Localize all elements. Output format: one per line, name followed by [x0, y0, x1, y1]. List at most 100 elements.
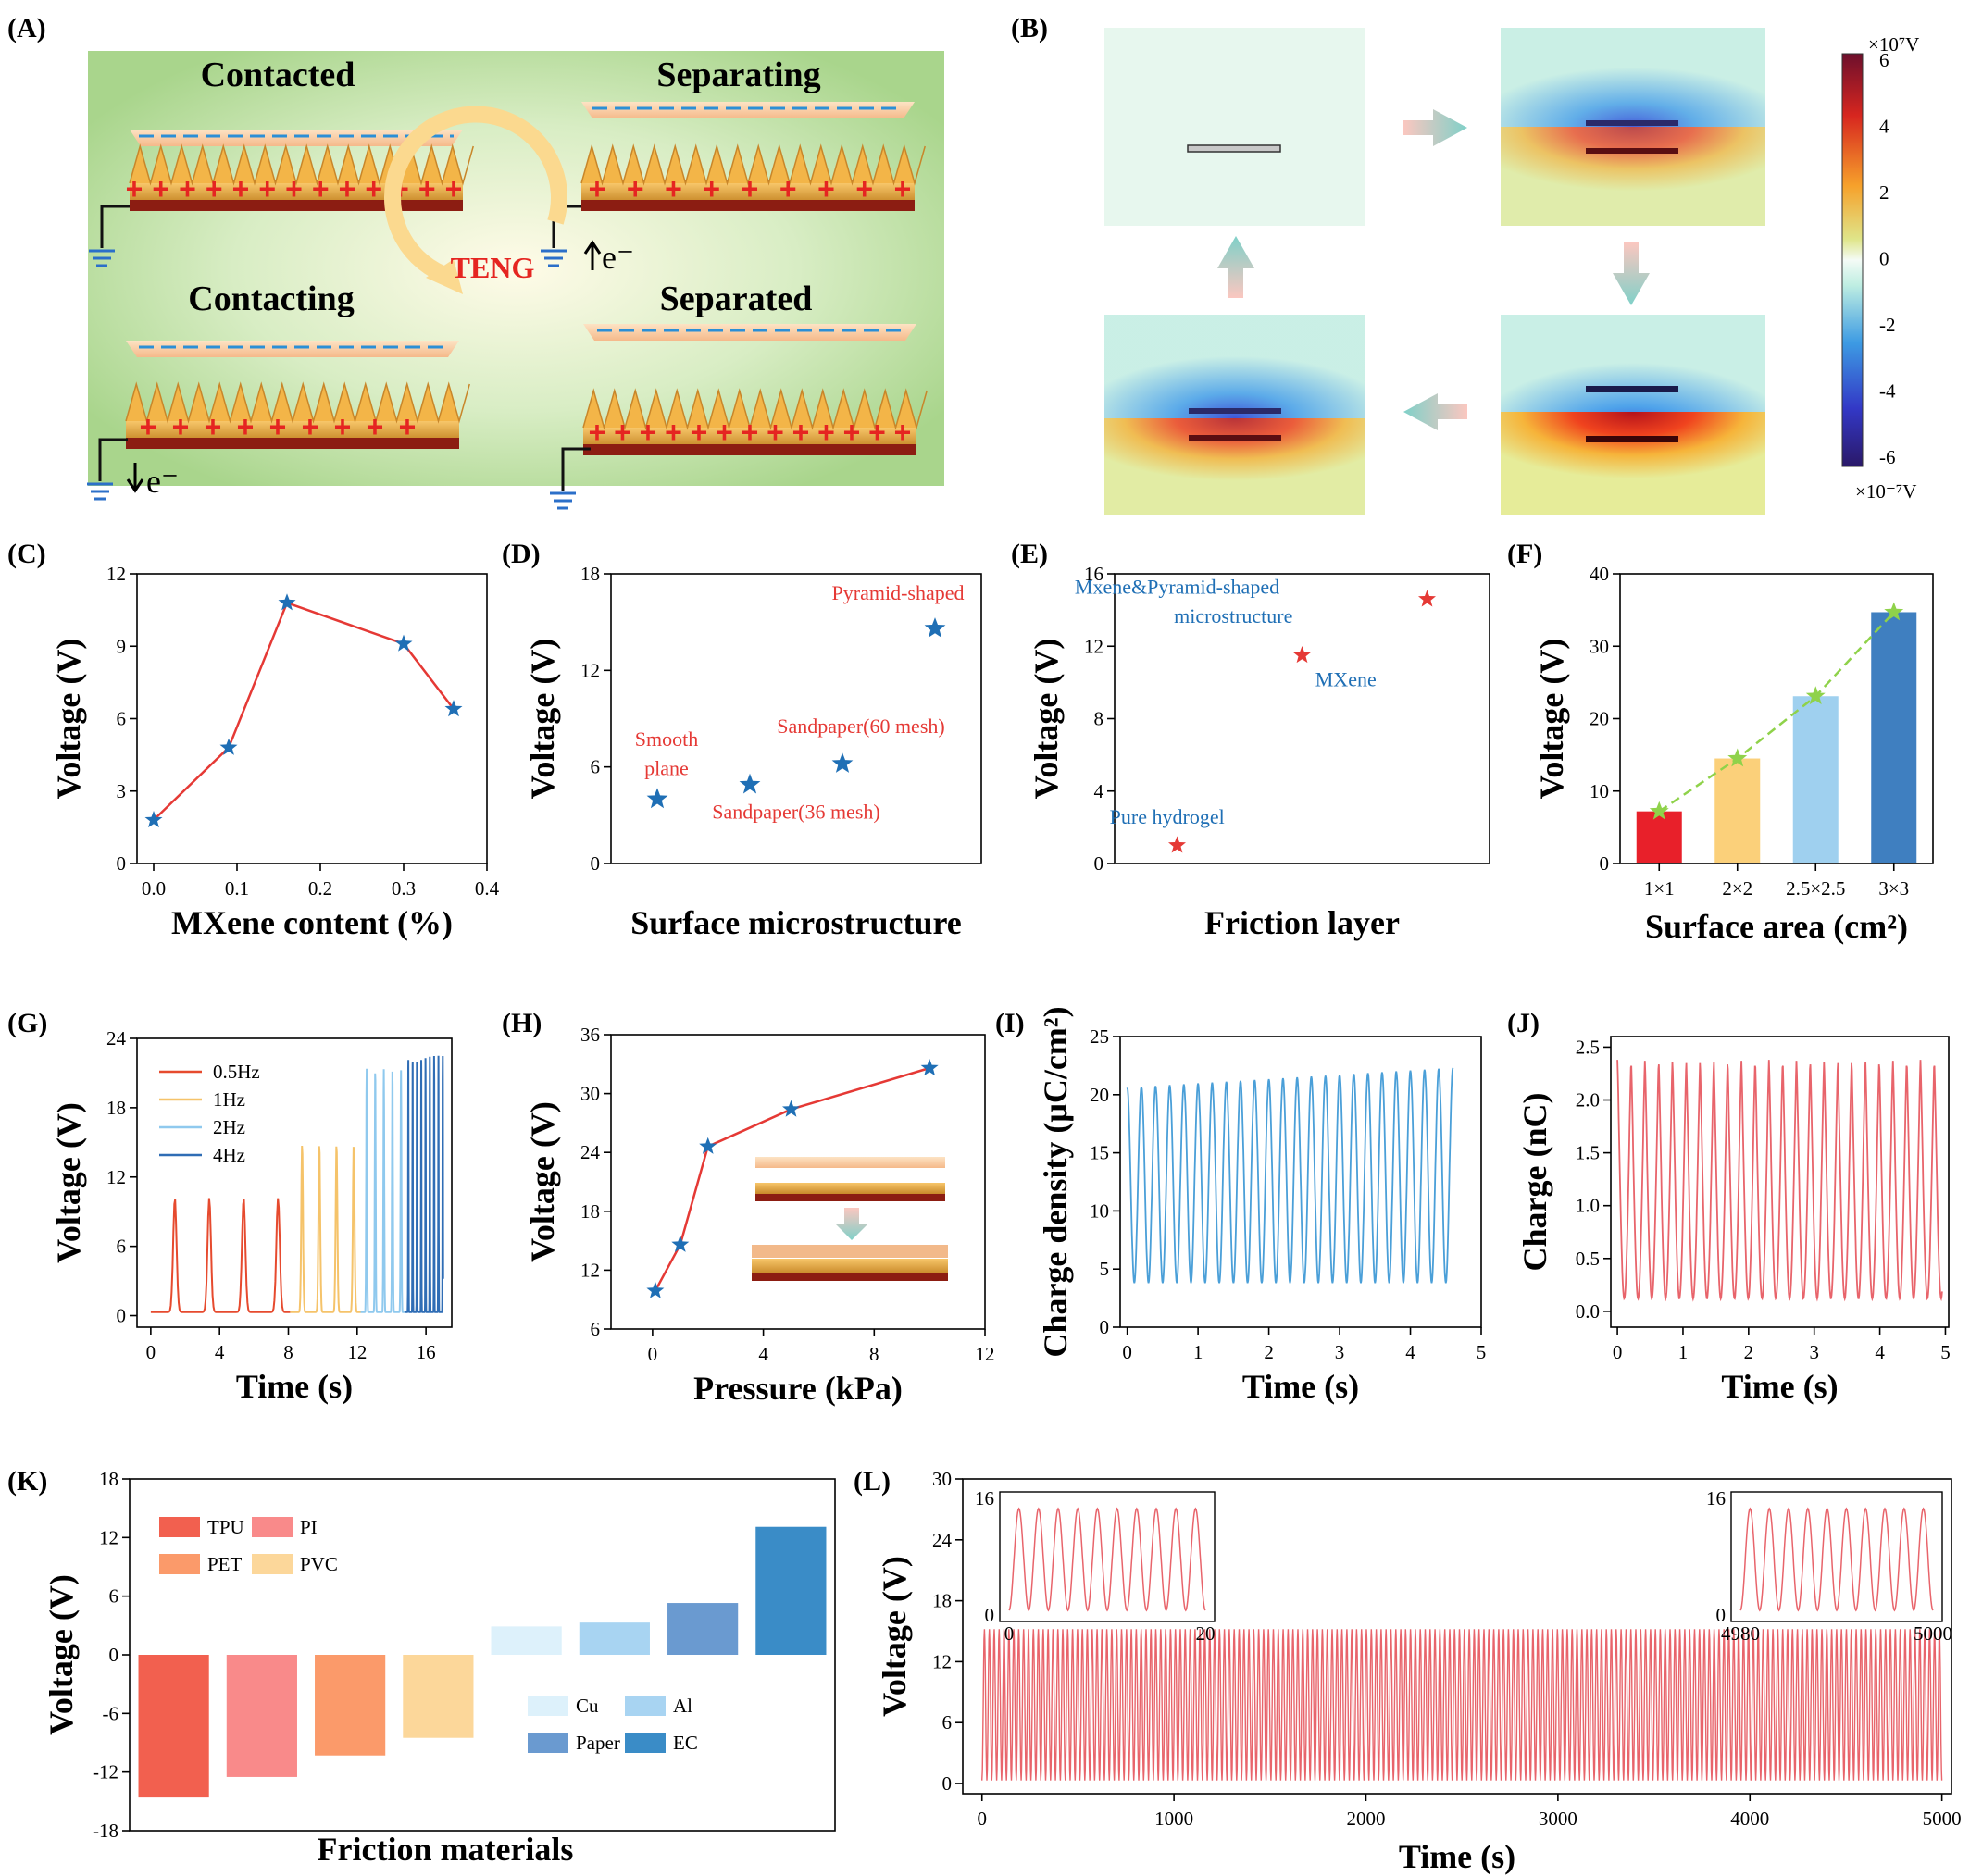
panel-k-chart: (K) -18 -12 -6 0 6 12 18 Friction materials Volta…: [7, 1466, 836, 1868]
x-tick-label: 3: [1809, 1341, 1819, 1363]
annotation: Pyramid-shaped: [832, 581, 965, 604]
bar-PI: [226, 1655, 297, 1777]
hydrogel-contacted-base: [130, 200, 463, 211]
y-tick-label: 15: [1090, 1142, 1109, 1164]
y-axis-label: Voltage (V): [50, 1102, 87, 1263]
inset-y-tick: 16: [975, 1487, 994, 1509]
bar-Al: [579, 1622, 650, 1655]
y-tick-label: 20: [1090, 1084, 1109, 1106]
legend-swatch: [252, 1554, 293, 1574]
inset-y-tick: 0: [1716, 1604, 1727, 1626]
hydrogel-contacting-base: [126, 438, 459, 449]
y-tick-label: 25: [1090, 1025, 1109, 1048]
data-point: [219, 738, 238, 755]
y-tick-label: 30: [580, 1083, 600, 1105]
x-tick-label: 0.2: [308, 877, 332, 900]
inset-top-plate: [755, 1157, 945, 1168]
inset-x-tick: 0: [1004, 1622, 1015, 1645]
panel-h-chart: (H) 6 12 18 24 30 36 0 4 8 12 Pressure (kPa) Voltage…: [502, 1008, 995, 1407]
legend-label: TPU: [207, 1516, 244, 1538]
sim-arrow-left: [1403, 393, 1467, 430]
y-tick-label: 0: [1094, 852, 1104, 875]
x-axis-label: Surface microstructure: [630, 904, 962, 941]
series-line-4Hz: [405, 1055, 444, 1313]
charge-pos-contacting-2: +: [205, 410, 222, 443]
bar-EC: [755, 1526, 827, 1655]
y-tick-label: 30: [932, 1468, 952, 1490]
x-axis-label: Time (s): [1399, 1838, 1515, 1875]
hydrogel-contacting-pyramids: [125, 381, 470, 424]
charge-pos-separating-7: +: [855, 172, 873, 205]
plate-separating: [581, 102, 915, 118]
data-point: [671, 1235, 690, 1252]
y-tick-label: 6: [591, 756, 601, 778]
charge-pos-contacted-6: +: [285, 172, 303, 205]
annotation: Smooth: [635, 727, 698, 751]
y-tick-label: 12: [1084, 635, 1103, 657]
y-tick-label: 36: [580, 1024, 600, 1046]
data-point: [444, 700, 463, 717]
y-axis-label: Voltage (V): [43, 1574, 80, 1735]
plate-contacted: [130, 130, 463, 146]
y-tick-label: 0.5: [1576, 1248, 1600, 1270]
x-tick-label: 5: [1477, 1341, 1487, 1363]
x-tick-label: 3000: [1539, 1808, 1577, 1830]
sim-arrow-up: [1217, 236, 1254, 298]
x-tick-label: 1000: [1154, 1808, 1193, 1830]
charge-pos-separated-2: +: [640, 416, 657, 449]
charge-pos-separated-0: +: [589, 416, 606, 449]
charge-pos-separated-4: +: [691, 416, 708, 449]
charge-pos-contacting-6: +: [334, 410, 352, 443]
sim-frame-separated: [1501, 315, 1765, 515]
y-tick-label: 24: [932, 1529, 953, 1551]
charge-pos-separating-0: +: [589, 172, 606, 205]
ground-contacted-wire: [100, 205, 130, 248]
x-tick-label: 5000: [1923, 1808, 1962, 1830]
y-tick-label: 12: [99, 1526, 118, 1548]
y-tick-label: 12: [106, 563, 126, 585]
electron-label-down: e⁻: [146, 463, 179, 500]
panel-label: (D): [502, 539, 541, 569]
x-tick-label: 3×3: [1878, 877, 1909, 900]
inset-frame: [1730, 1491, 1943, 1622]
electron-arrow-down: [126, 463, 144, 493]
bar-Paper: [667, 1603, 739, 1655]
data-point: [1293, 646, 1311, 664]
x-tick-label: 4: [1405, 1341, 1415, 1363]
legend-label: Cu: [576, 1695, 599, 1717]
y-tick-label: 18: [106, 1097, 126, 1119]
colorbar-tick-6: 6: [1879, 49, 1889, 71]
y-tick-label: 6: [117, 708, 127, 730]
charge-pos-separating-3: +: [703, 172, 720, 205]
data-point: [831, 752, 854, 773]
panel-e-chart: (E) 0 4 8 12 16 Friction layer Voltage (V) Pure …: [1011, 539, 1490, 941]
data-point: [1649, 801, 1669, 820]
y-tick-label: 6: [109, 1585, 119, 1608]
series-line-1Hz: [290, 1145, 361, 1313]
bar-PET: [315, 1655, 386, 1756]
x-tick-label: 0: [977, 1808, 987, 1830]
bar: [1714, 758, 1761, 863]
colorbar-tick-2: 2: [1879, 181, 1889, 204]
x-tick-label: 4: [758, 1343, 768, 1365]
sim-arrow-down: [1613, 242, 1650, 305]
x-tick-label: 2×2: [1722, 877, 1752, 900]
x-axis-label: Pressure (kPa): [693, 1370, 903, 1407]
electron-arrow-up: [583, 240, 602, 270]
x-tick-label: 8: [283, 1341, 293, 1363]
y-tick-label: 30: [1590, 635, 1609, 657]
panel-label: (I): [995, 1008, 1025, 1038]
colorbar-tick-0: 0: [1879, 248, 1889, 270]
y-tick-label: 0: [1600, 852, 1610, 875]
bar: [1871, 612, 1917, 863]
plot-frame: [610, 1034, 986, 1330]
x-tick-label: 5: [1940, 1341, 1951, 1363]
signal-line: [1126, 1067, 1454, 1284]
charge-pos-separated-10: +: [843, 416, 861, 449]
plot-frame: [136, 1037, 453, 1328]
data-point: [1727, 748, 1748, 767]
y-tick-label: 12: [580, 659, 600, 681]
y-tick-label: 12: [932, 1650, 952, 1672]
legend-label: 4Hz: [213, 1144, 245, 1166]
teng-device-illustrations: + + + + + + + + + + + + + + + + + + + + + ++ + + + + + + + + + + + + + + + + +…: [87, 102, 928, 510]
